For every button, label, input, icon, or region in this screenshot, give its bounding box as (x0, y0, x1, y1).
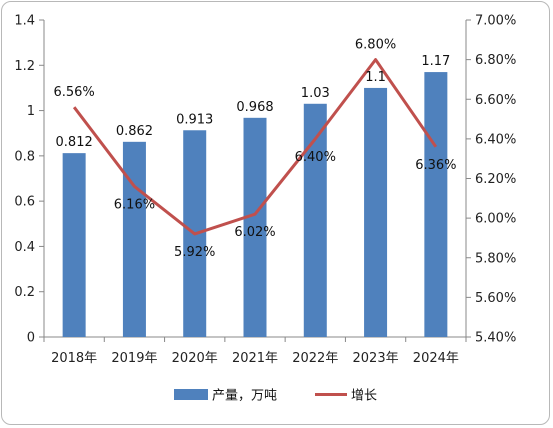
growth-value-label: 6.80% (355, 38, 396, 53)
x-tick-label: 2021年 (232, 351, 278, 366)
bar-value-label: 1.17 (421, 54, 450, 69)
x-tick-label: 2020年 (172, 351, 218, 366)
right-tick-label: 5.40% (475, 331, 516, 346)
data-labels-group: 0.812 0.862 0.913 0.968 1.03 1.1 1.17 6.56% 6.16… (53, 38, 456, 260)
left-tick-label: 0.2 (14, 285, 35, 300)
legend: 产量，万吨 增长 (174, 389, 377, 404)
growth-value-label: 6.02% (234, 225, 275, 240)
line-group (72, 58, 438, 236)
bar-value-label: 0.862 (116, 124, 153, 139)
bar-value-label: 0.968 (236, 100, 273, 115)
axes-group: 0 0.2 0.4 0.6 0.8 1 1.2 1.4 5.40% 5.60% 5.80% 6.00%… (14, 14, 516, 367)
left-tick-label: 1.4 (14, 14, 35, 29)
growth-value-label: 5.92% (174, 245, 215, 260)
x-tick-label: 2022年 (292, 351, 338, 366)
x-tick-label: 2018年 (51, 351, 97, 366)
growth-value-label: 6.16% (114, 197, 155, 212)
bar-production (122, 141, 146, 337)
right-tick-label: 6.20% (475, 172, 516, 187)
legend-swatch-production (174, 389, 208, 400)
right-tick-label: 6.60% (475, 93, 516, 108)
bar-production (364, 87, 388, 337)
right-tick-label: 6.80% (475, 53, 516, 68)
left-tick-label: 0.4 (14, 240, 35, 255)
legend-label-production: 产量，万吨 (212, 389, 277, 404)
right-tick-label: 7.00% (475, 14, 516, 29)
bar-value-label: 1.1 (365, 70, 386, 85)
x-tick-label: 2024年 (413, 351, 459, 366)
growth-value-label: 6.56% (53, 85, 94, 100)
bar-value-label: 1.03 (301, 86, 330, 101)
bar-value-label: 0.913 (176, 112, 213, 127)
bar-production (62, 153, 86, 337)
growth-value-label: 6.40% (295, 150, 336, 165)
bar-value-label: 0.812 (56, 135, 93, 150)
left-tick-label: 0.6 (14, 195, 35, 210)
bar-production (243, 117, 267, 338)
right-tick-label: 5.60% (475, 291, 516, 306)
bar-production (303, 103, 327, 338)
right-tick-label: 5.80% (475, 251, 516, 266)
x-tick-label: 2019年 (111, 351, 157, 366)
growth-value-label: 6.36% (415, 158, 456, 173)
legend-label-growth: 增长 (351, 389, 377, 404)
left-tick-label: 0 (27, 331, 35, 346)
left-tick-label: 1 (27, 104, 35, 119)
right-tick-label: 6.40% (475, 132, 516, 147)
left-tick-label: 1.2 (14, 59, 35, 74)
left-tick-label: 0.8 (14, 149, 35, 164)
right-tick-label: 6.00% (475, 212, 516, 227)
bar-production (424, 72, 448, 337)
x-tick-label: 2023年 (353, 351, 399, 366)
